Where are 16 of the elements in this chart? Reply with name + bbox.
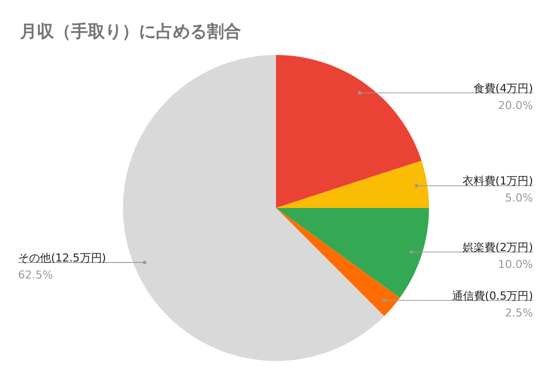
slice-label: 食費(4万円) bbox=[473, 82, 533, 95]
pie-slice bbox=[123, 55, 384, 361]
data-label: 20.0% bbox=[498, 98, 533, 112]
pie-slice bbox=[276, 160, 429, 208]
chart-title: 月収（手取り）に占める割合 bbox=[19, 22, 241, 42]
pie-slice bbox=[276, 208, 429, 298]
slice-label: 通信費(0.5万円) bbox=[452, 289, 533, 302]
slice-label: 衣料費(1万円) bbox=[462, 174, 533, 188]
data-label: 5.0% bbox=[505, 192, 533, 205]
slice-label: その他(12.5万円) bbox=[18, 251, 106, 264]
pie-slice bbox=[276, 208, 400, 316]
data-label: 2.5% bbox=[505, 306, 533, 320]
data-label: 62.5% bbox=[18, 268, 53, 282]
pie-slice bbox=[276, 55, 422, 208]
slice-label: 娯楽費(2万円) bbox=[462, 240, 533, 254]
data-label: 10.0% bbox=[498, 258, 533, 271]
